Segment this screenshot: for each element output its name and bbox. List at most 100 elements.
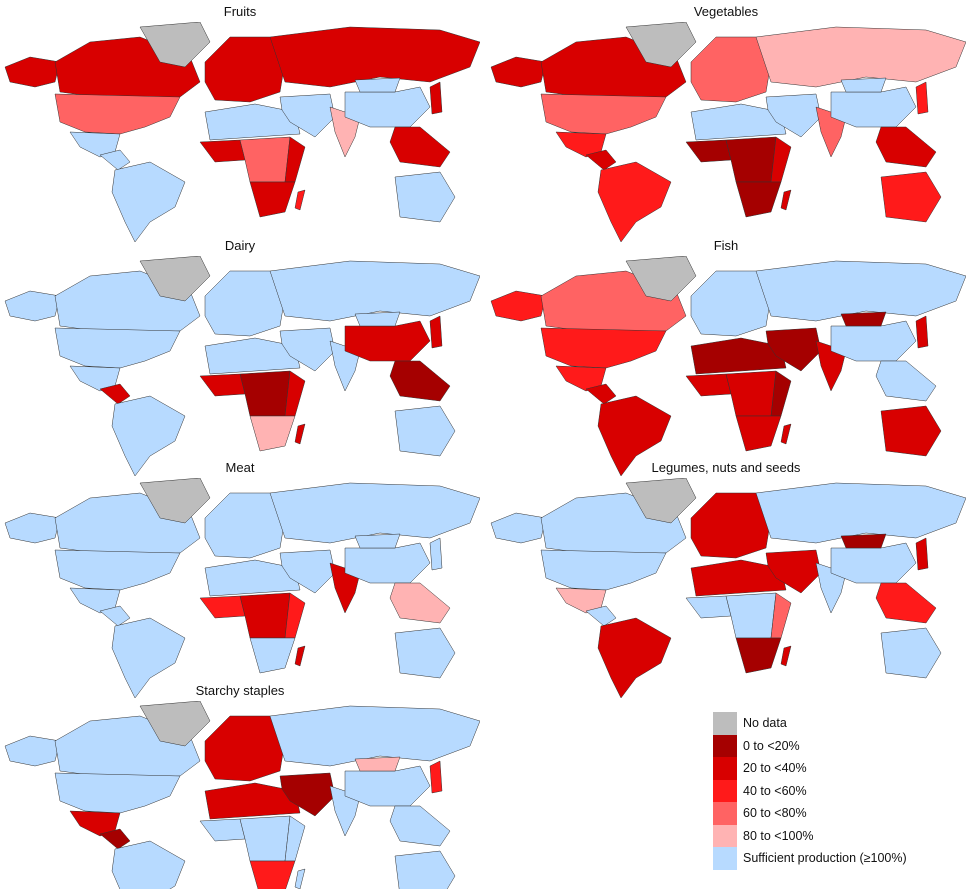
- region-alaska: [490, 512, 547, 544]
- region-mongolia: [840, 533, 887, 549]
- legend-swatch: [713, 734, 737, 757]
- region-greenland: [139, 478, 211, 524]
- region-central-africa: [239, 815, 291, 862]
- region-australia: [394, 627, 456, 679]
- region-south-america: [111, 161, 186, 243]
- region-middle-east: [765, 549, 822, 594]
- legend-swatch: [713, 847, 737, 870]
- region-usa: [54, 327, 181, 369]
- region-russia: [269, 26, 480, 88]
- region-west-africa: [199, 595, 246, 619]
- region-central-africa: [239, 136, 291, 183]
- world-map: [490, 22, 966, 243]
- region-central-america: [585, 383, 617, 405]
- legend-swatch: [713, 824, 737, 847]
- region-central-america: [99, 383, 131, 405]
- region-southern-africa: [249, 181, 296, 218]
- region-madagascar: [294, 868, 306, 889]
- region-europe: [204, 492, 286, 559]
- map-panel: Meat: [0, 460, 480, 699]
- region-australia: [880, 627, 942, 679]
- region-usa: [540, 549, 667, 591]
- region-europe: [690, 492, 772, 559]
- region-greenland: [625, 22, 697, 68]
- legend: No data 0 to <20% 20 to <40% 40 to <60% 60 t…: [713, 712, 907, 870]
- region-west-africa: [685, 139, 732, 163]
- region-southern-africa: [735, 415, 782, 452]
- region-sea: [389, 360, 451, 402]
- region-southern-africa: [735, 637, 782, 674]
- region-japan: [429, 760, 443, 794]
- region-central-africa: [239, 370, 291, 417]
- region-europe: [690, 36, 772, 103]
- region-japan: [429, 537, 443, 571]
- region-china: [344, 765, 431, 807]
- region-madagascar: [294, 645, 306, 667]
- region-west-africa: [199, 373, 246, 397]
- region-southern-africa: [249, 860, 296, 889]
- region-china: [344, 542, 431, 584]
- region-sea: [875, 126, 937, 168]
- region-russia: [269, 705, 480, 767]
- region-australia: [394, 171, 456, 223]
- map-panel: Starchy staples: [0, 683, 480, 889]
- region-russia: [269, 260, 480, 322]
- region-mongolia: [354, 533, 401, 549]
- region-europe: [204, 270, 286, 337]
- region-greenland: [139, 256, 211, 302]
- region-russia: [755, 482, 966, 544]
- region-mongolia: [354, 756, 401, 772]
- map-panel: Dairy: [0, 238, 480, 477]
- legend-item: 0 to <20%: [713, 734, 907, 757]
- region-usa: [540, 327, 667, 369]
- region-central-africa: [725, 592, 777, 639]
- legend-item: Sufficient production (≥100%): [713, 847, 907, 870]
- region-southern-africa: [249, 415, 296, 452]
- region-central-africa: [239, 592, 291, 639]
- region-madagascar: [780, 645, 792, 667]
- region-australia: [394, 850, 456, 889]
- region-alaska: [4, 512, 61, 544]
- region-west-africa: [199, 818, 246, 842]
- region-mongolia: [840, 77, 887, 93]
- map-panel: Fruits: [0, 4, 480, 243]
- region-australia: [394, 405, 456, 457]
- legend-swatch: [713, 779, 737, 802]
- region-russia: [755, 26, 966, 88]
- panel-title: Dairy: [224, 238, 256, 253]
- legend-swatch: [713, 712, 737, 735]
- map-panel: Legumes, nuts and seeds: [486, 460, 966, 699]
- region-southern-africa: [249, 637, 296, 674]
- region-middle-east: [279, 772, 336, 817]
- world-map: [4, 22, 480, 243]
- region-mongolia: [840, 311, 887, 327]
- region-south-america: [111, 395, 186, 477]
- region-usa: [54, 772, 181, 814]
- panel-title: Meat: [225, 460, 255, 475]
- region-greenland: [139, 22, 211, 68]
- legend-label: 40 to <60%: [743, 783, 807, 798]
- region-south-america: [111, 840, 186, 889]
- legend-item: 40 to <60%: [713, 779, 907, 802]
- region-middle-east: [279, 549, 336, 594]
- region-alaska: [4, 56, 61, 88]
- region-alaska: [490, 56, 547, 88]
- region-usa: [54, 549, 181, 591]
- region-southern-africa: [735, 181, 782, 218]
- region-middle-east: [279, 93, 336, 138]
- legend-label: 20 to <40%: [743, 761, 807, 776]
- panel-title: Starchy staples: [195, 683, 285, 698]
- region-usa: [54, 93, 181, 135]
- region-mongolia: [354, 311, 401, 327]
- legend-label: No data: [743, 716, 787, 731]
- region-usa: [540, 93, 667, 135]
- region-china: [830, 542, 917, 584]
- region-japan: [915, 81, 929, 115]
- region-china: [830, 320, 917, 362]
- legend-item: 60 to <80%: [713, 802, 907, 825]
- legend-swatch: [713, 802, 737, 825]
- region-europe: [204, 36, 286, 103]
- legend-label: 60 to <80%: [743, 806, 807, 821]
- region-south-america: [597, 161, 672, 243]
